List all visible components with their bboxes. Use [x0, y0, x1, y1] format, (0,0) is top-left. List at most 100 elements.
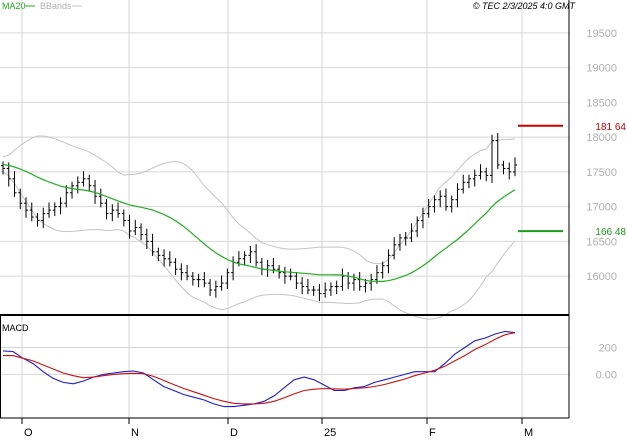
legend-ma20: MA20	[2, 1, 26, 11]
ohlc-bar	[35, 212, 40, 227]
ohlc-bar	[277, 265, 282, 279]
ohlc-bar	[507, 162, 512, 180]
ohlc-bar	[340, 268, 345, 291]
price-tick-label: 16000	[586, 271, 617, 283]
ohlc-bar	[208, 278, 213, 296]
ohlc-bar	[58, 197, 63, 215]
ohlc-bar	[472, 169, 477, 187]
ohlc-bar	[259, 258, 264, 276]
ma20-path	[2, 163, 516, 282]
macd-tick-label: 200	[599, 343, 617, 355]
ohlc-bar	[185, 265, 190, 281]
axis-ticks: 19500 19000 18500 18000 17500 17000 16500 16000…	[21, 28, 617, 439]
ohlc-bar	[87, 174, 92, 192]
ohlc-bar	[116, 202, 121, 218]
ohlc-bar	[501, 160, 506, 175]
ohlc-bar	[47, 202, 52, 218]
bband-lower	[2, 171, 516, 320]
ohlc-bar	[254, 244, 259, 267]
ohlc-bar	[202, 271, 207, 288]
panel-frames	[0, 0, 570, 419]
ohlc-bar	[363, 278, 368, 293]
ohlc-bar	[351, 273, 356, 291]
ohlc-bar	[294, 271, 299, 290]
ohlc-bar	[449, 195, 454, 213]
ohlc-bar	[426, 199, 431, 218]
ohlc-bar	[420, 207, 425, 229]
ohlc-bar	[162, 249, 167, 267]
ohlc-bar	[190, 271, 195, 286]
ma20-line	[2, 163, 516, 282]
x-tick-label: M	[524, 427, 533, 439]
ohlc-bar	[144, 228, 149, 250]
ohlc-bar	[219, 275, 224, 291]
ohlc-bar	[265, 259, 270, 277]
ohlc-bar	[93, 179, 98, 204]
ohlc-bar	[489, 134, 494, 184]
x-tick-label: N	[131, 427, 139, 439]
ohlc-bar	[466, 174, 471, 189]
ohlc-bar	[311, 285, 316, 296]
ohlc-bar	[323, 282, 328, 298]
ohlc-bar	[1, 161, 5, 175]
ohlc-bar	[139, 223, 144, 241]
ohlc-bar	[231, 256, 236, 281]
legend-bbands: BBands	[40, 1, 72, 11]
ohlc-bar	[513, 157, 517, 177]
ohlc-bar	[98, 188, 103, 208]
ohlc-bar	[334, 280, 339, 295]
ohlc-bar	[156, 247, 161, 262]
ohlc-bar	[397, 233, 402, 251]
ohlc-bar	[196, 273, 201, 288]
ohlc-bar	[357, 271, 362, 291]
ohlc-bar	[403, 232, 408, 246]
ohlc-bar	[52, 202, 57, 217]
signal-line	[3, 332, 516, 405]
ohlc-bar	[70, 181, 75, 199]
ohlc-bar	[127, 214, 132, 239]
bollinger-bands	[2, 135, 516, 320]
price-tick-label: 16500	[586, 236, 617, 248]
resistance-label: 181 64	[595, 122, 626, 133]
price-levels: 181 64 166 48	[518, 122, 626, 238]
price-tick-label: 19000	[586, 63, 617, 75]
ohlc-bar	[317, 284, 322, 302]
legend: MA20 BBands	[2, 1, 82, 11]
macd-tick-label: 0.00	[596, 369, 617, 381]
ohlc-bar	[415, 216, 420, 237]
ohlc-bar	[6, 162, 11, 187]
ohlc-bar	[374, 265, 379, 284]
ohlc-bar	[104, 199, 109, 220]
ohlc-bar	[225, 268, 230, 290]
ohlc-bar	[369, 273, 374, 291]
x-tick-label: D	[230, 427, 238, 439]
ohlc-bar	[288, 268, 293, 281]
ohlc-bar	[443, 188, 448, 211]
ohlc-bar	[81, 171, 86, 187]
macd-lines	[2, 330, 516, 408]
ohlc-bar	[150, 233, 155, 256]
ohlc-bar	[248, 245, 253, 263]
x-tick-label: O	[24, 427, 33, 439]
price-bars	[1, 132, 517, 302]
ohlc-bar	[346, 271, 351, 290]
x-tick-label: F	[429, 427, 436, 439]
ohlc-bar	[64, 185, 69, 208]
source-timestamp: © TEC 2/3/2025 4:0 GMT	[473, 1, 577, 11]
price-tick-label: 17500	[586, 167, 617, 179]
ohlc-bar	[282, 266, 287, 284]
ohlc-bar	[29, 202, 34, 222]
ohlc-bar	[24, 197, 29, 218]
ohlc-bar	[300, 277, 305, 295]
price-tick-label: 19500	[586, 28, 617, 40]
price-tick-label: 17000	[586, 202, 617, 214]
x-tick-label: 25	[324, 427, 336, 439]
ohlc-bar	[455, 183, 460, 208]
ohlc-bar	[484, 167, 489, 182]
ohlc-bar	[409, 223, 414, 243]
ohlc-bar	[242, 251, 247, 265]
ohlc-bar	[12, 171, 17, 197]
support-label: 166 48	[595, 227, 626, 238]
